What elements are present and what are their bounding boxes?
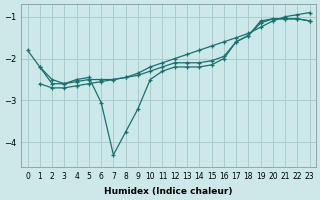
- X-axis label: Humidex (Indice chaleur): Humidex (Indice chaleur): [104, 187, 233, 196]
